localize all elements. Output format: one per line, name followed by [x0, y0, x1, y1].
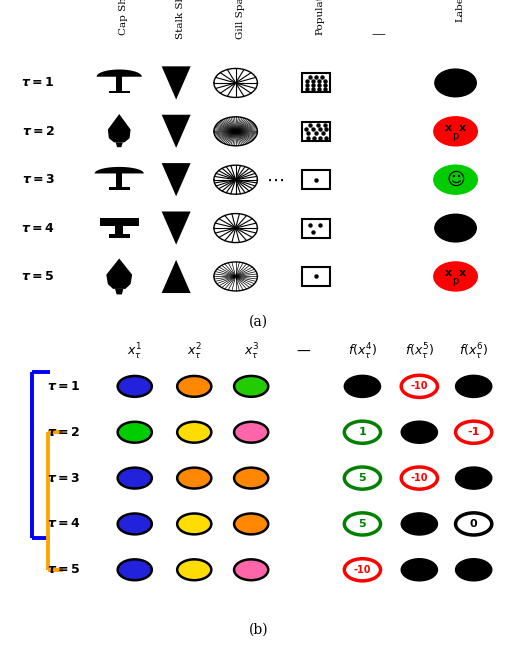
Text: p: p [452, 131, 459, 141]
Text: (a): (a) [249, 314, 269, 329]
Text: ☺: ☺ [446, 171, 465, 188]
Polygon shape [97, 70, 142, 77]
Text: 1: 1 [359, 427, 366, 437]
Circle shape [234, 376, 268, 397]
Text: —: — [296, 345, 310, 359]
Text: $x^1_\tau$: $x^1_\tau$ [127, 342, 142, 362]
Circle shape [177, 422, 211, 443]
Circle shape [234, 467, 268, 488]
Text: (b): (b) [249, 623, 269, 637]
Polygon shape [162, 163, 191, 196]
Text: x: x [459, 268, 466, 278]
Polygon shape [162, 211, 191, 244]
Text: $\boldsymbol{\tau = 4}$: $\boldsymbol{\tau = 4}$ [21, 222, 54, 235]
Circle shape [401, 467, 438, 489]
Text: $\boldsymbol{\tau = 1}$: $\boldsymbol{\tau = 1}$ [47, 380, 80, 393]
Polygon shape [162, 115, 191, 148]
Circle shape [456, 421, 492, 443]
Circle shape [401, 559, 438, 581]
Circle shape [435, 215, 476, 242]
Circle shape [118, 467, 152, 488]
Circle shape [344, 421, 381, 443]
Polygon shape [109, 187, 129, 190]
Polygon shape [115, 289, 124, 295]
Polygon shape [162, 260, 191, 293]
Circle shape [401, 513, 438, 535]
Circle shape [434, 117, 477, 146]
Polygon shape [162, 67, 191, 100]
Polygon shape [116, 142, 123, 147]
Text: $f(x^6_\tau)$: $f(x^6_\tau)$ [459, 342, 488, 362]
Circle shape [118, 376, 152, 397]
Circle shape [401, 376, 438, 398]
Polygon shape [115, 226, 124, 234]
Text: $\boldsymbol{\tau = 3}$: $\boldsymbol{\tau = 3}$ [48, 471, 80, 484]
Circle shape [118, 559, 152, 580]
Circle shape [344, 513, 381, 535]
Text: -10: -10 [354, 565, 371, 575]
Circle shape [456, 376, 492, 398]
Text: -10: -10 [411, 381, 428, 391]
Text: $\boldsymbol{\tau = 4}$: $\boldsymbol{\tau = 4}$ [47, 518, 80, 531]
Polygon shape [109, 91, 129, 93]
Circle shape [435, 69, 476, 96]
Circle shape [234, 514, 268, 535]
Text: x: x [445, 123, 452, 133]
Circle shape [177, 514, 211, 535]
Text: x: x [445, 268, 452, 278]
Text: $f(x^4_\tau)$: $f(x^4_\tau)$ [348, 342, 377, 362]
Text: $x^2_\tau$: $x^2_\tau$ [187, 342, 202, 362]
Polygon shape [116, 76, 122, 91]
Text: Cap Shape: Cap Shape [119, 0, 128, 35]
Polygon shape [95, 167, 144, 173]
Circle shape [118, 422, 152, 443]
Text: 5: 5 [359, 473, 366, 483]
Circle shape [401, 421, 438, 443]
Circle shape [344, 467, 381, 489]
Text: $\boldsymbol{\tau = 3}$: $\boldsymbol{\tau = 3}$ [22, 173, 54, 186]
Text: $\boldsymbol{\tau = 5}$: $\boldsymbol{\tau = 5}$ [21, 270, 54, 283]
Text: $\cdots$: $\cdots$ [267, 171, 285, 188]
Text: $\boldsymbol{\tau = 5}$: $\boldsymbol{\tau = 5}$ [47, 563, 80, 576]
Polygon shape [100, 218, 139, 226]
Circle shape [456, 513, 492, 535]
Circle shape [177, 559, 211, 580]
Circle shape [177, 376, 211, 397]
Text: $x^3_\tau$: $x^3_\tau$ [243, 342, 259, 362]
Circle shape [344, 559, 381, 581]
Circle shape [177, 467, 211, 488]
Text: Population: Population [316, 0, 325, 35]
Circle shape [456, 559, 492, 581]
Circle shape [234, 559, 268, 580]
Circle shape [118, 514, 152, 535]
Text: x: x [459, 123, 466, 133]
Text: $\boldsymbol{\tau = 2}$: $\boldsymbol{\tau = 2}$ [48, 426, 80, 439]
Circle shape [344, 376, 381, 398]
Text: $\boldsymbol{\tau = 1}$: $\boldsymbol{\tau = 1}$ [21, 76, 54, 89]
Circle shape [456, 467, 492, 489]
Text: $\boldsymbol{\tau = 2}$: $\boldsymbol{\tau = 2}$ [22, 125, 54, 138]
Text: 5: 5 [359, 519, 366, 529]
Circle shape [434, 262, 477, 291]
Text: p: p [452, 276, 459, 286]
Text: Stalk Shape: Stalk Shape [176, 0, 185, 38]
Polygon shape [108, 114, 130, 142]
Text: -1: -1 [467, 427, 480, 437]
Text: —: — [371, 27, 385, 42]
Circle shape [434, 165, 477, 194]
Polygon shape [106, 258, 132, 289]
Circle shape [234, 422, 268, 443]
Polygon shape [116, 172, 122, 187]
Text: Gill Spacing: Gill Spacing [235, 0, 244, 39]
Text: Label: Label [456, 0, 465, 22]
Text: 0: 0 [470, 519, 477, 529]
Polygon shape [109, 234, 129, 238]
Text: -10: -10 [411, 473, 428, 483]
Text: $f(x^5_\tau)$: $f(x^5_\tau)$ [405, 342, 434, 362]
